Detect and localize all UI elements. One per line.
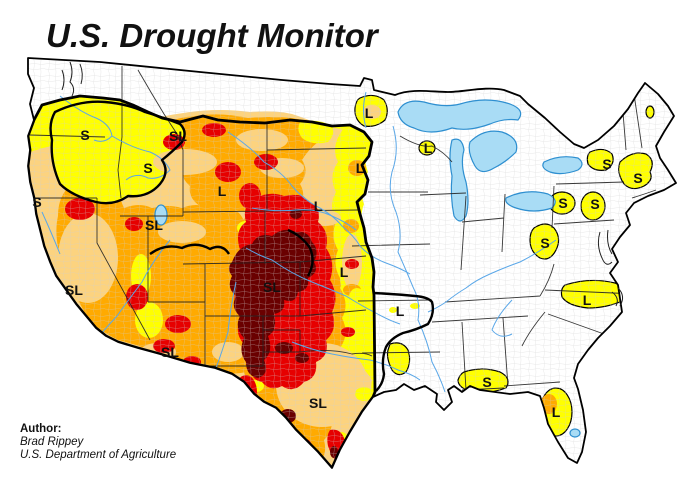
missouri-long-term-pocket: [373, 291, 435, 392]
drought-label-s: S: [558, 195, 567, 211]
drought-label-l: L: [552, 404, 561, 420]
state-borders: [28, 66, 657, 391]
drought-label-s: S: [32, 194, 41, 210]
red-river: [291, 341, 421, 381]
lake-huron: [468, 130, 518, 173]
lake-erie: [505, 191, 556, 212]
drought-label-s: S: [482, 374, 491, 390]
author-name: Brad Rippey: [20, 436, 85, 448]
colorado-river: [95, 239, 171, 341]
drought-label-l: L: [365, 105, 374, 121]
drought-label-l: L: [218, 183, 227, 199]
drought-label-sl: SL: [145, 217, 163, 233]
red-river-north: [363, 91, 367, 129]
great-lakes: [154, 99, 583, 438]
tennessee-river: [491, 299, 513, 337]
lake-superior: [397, 99, 522, 133]
drought-label-sl: SL: [65, 282, 83, 298]
rio-grande-upper: [215, 281, 237, 369]
author-org: U.S. Department of Agriculture: [20, 449, 176, 461]
drought-label-sl: SL: [169, 128, 187, 144]
lake-ontario: [542, 156, 583, 175]
drought-label-l: L: [340, 264, 349, 280]
drought-label-s: S: [590, 196, 599, 212]
platte-river: [251, 207, 357, 231]
coastline-details: [61, 61, 624, 307]
rivers: [41, 91, 557, 393]
author-label: Author:: [20, 423, 62, 435]
chesapeake-bay-detail: [597, 229, 613, 265]
ohio-river: [427, 239, 557, 313]
lake-michigan: [449, 138, 469, 222]
drought-label-s: S: [80, 127, 89, 143]
puget-sound-detail: [61, 61, 83, 97]
drought-label-s: S: [143, 160, 152, 176]
drought-label-s: S: [602, 156, 611, 172]
arkansas-river: [245, 247, 401, 325]
drought-label-sl: SL: [309, 395, 327, 411]
drought-label-l: L: [314, 198, 323, 214]
drought-label-l: L: [356, 160, 365, 176]
page-title: U.S. Drought Monitor: [46, 17, 380, 54]
sacramento-river: [41, 211, 61, 255]
snake-river: [111, 135, 171, 181]
drought-label-sl: SL: [161, 344, 179, 360]
drought-label-sl: SL: [263, 279, 281, 295]
us-outline: [27, 57, 677, 469]
great-salt-lake: [154, 204, 168, 226]
drought-label-l: L: [424, 140, 433, 156]
drought-label-l: L: [583, 292, 592, 308]
nc-sounds-detail: [611, 287, 624, 307]
drought-label-s: S: [633, 170, 642, 186]
drought-label-l: L: [396, 303, 405, 319]
lake-okeechobee: [569, 428, 581, 438]
mississippi-river: [389, 125, 446, 393]
drought-label-s: S: [540, 235, 549, 251]
columbia-river: [59, 95, 113, 142]
